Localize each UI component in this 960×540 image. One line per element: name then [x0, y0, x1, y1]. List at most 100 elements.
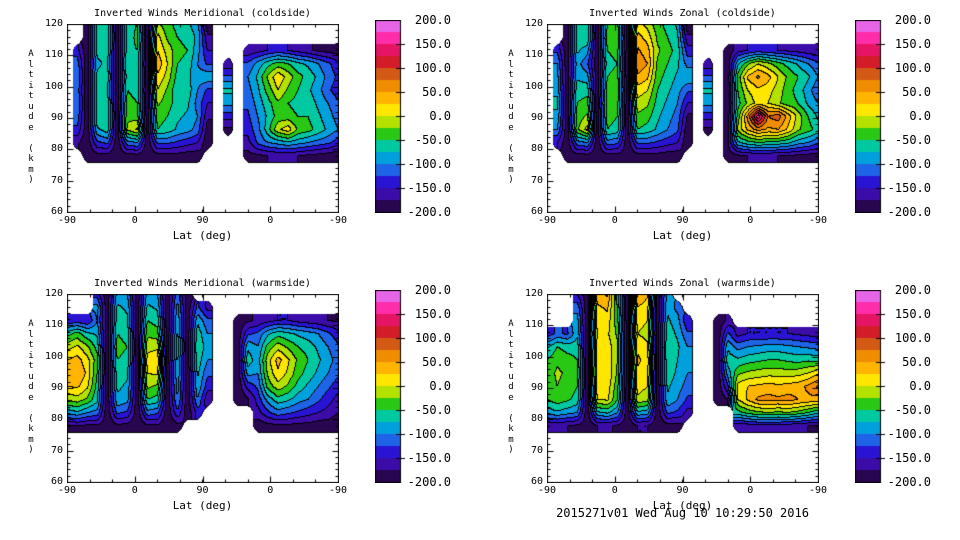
y-tick-label: 100	[524, 80, 543, 92]
colorbar-tick-label: 50.0	[902, 85, 931, 99]
y-axis-label-char: d	[508, 382, 514, 392]
y-axis-label-char: l	[508, 329, 514, 340]
y-tick-label: 80	[50, 143, 63, 155]
colorbar-tick-label: -50.0	[894, 133, 931, 147]
x-tick-label: 0	[131, 485, 138, 496]
y-axis-label-char	[25, 133, 37, 144]
y-tick-label: 120	[524, 18, 543, 29]
y-tick-label: 60	[50, 206, 63, 217]
colorbar-tick-label: -200.0	[887, 475, 931, 489]
colorbar-tick-label: -150.0	[887, 451, 931, 465]
y-axis-label-char: (	[28, 413, 34, 424]
x-tick-label: 90	[676, 485, 689, 496]
y-axis-label-char: i	[28, 80, 34, 91]
y-tick-label: 90	[530, 382, 543, 393]
colorbar-tick-label: -50.0	[414, 403, 451, 417]
colorbar-tick-label: 200.0	[414, 283, 451, 297]
colorbar-tick-label: 150.0	[414, 37, 451, 51]
colorbar-tick-label: -100.0	[407, 427, 451, 441]
y-axis-label-char: m	[508, 164, 514, 175]
y-axis-label-char	[505, 403, 517, 414]
y-axis-label-char: (	[508, 143, 514, 154]
y-axis-label-char: )	[28, 175, 34, 185]
y-tick-label: 100	[44, 350, 63, 362]
panel-title: Inverted Winds Zonal (warmside)	[589, 278, 776, 289]
x-tick-label: -90	[57, 215, 77, 226]
colorbar-tick-label: -100.0	[887, 427, 931, 441]
y-axis-label-char: i	[28, 350, 34, 361]
colorbar-tick-label: 100.0	[414, 331, 451, 345]
y-axis-label-char: d	[508, 112, 514, 122]
x-tick-label: 0	[747, 485, 754, 496]
y-axis-label-char: A	[28, 49, 34, 59]
y-axis-label-char: e	[508, 392, 514, 403]
y-tick-label: 70	[530, 174, 543, 186]
y-axis-label-char: A	[508, 49, 514, 59]
colorbar-tick-label: 150.0	[414, 307, 451, 321]
y-axis-label-char: e	[508, 122, 514, 133]
x-tick-label: 0	[611, 215, 618, 226]
y-axis-label-char: u	[28, 371, 34, 382]
colorbar-tick-label: 100.0	[894, 61, 931, 75]
x-tick-label: 90	[676, 215, 689, 226]
contour-plot-canvas	[67, 294, 339, 483]
x-tick-label: -90	[537, 215, 557, 226]
colorbar-tick-label: 50.0	[902, 355, 931, 369]
colorbar-tick-label: 100.0	[414, 61, 451, 75]
x-tick-label: 0	[267, 215, 274, 226]
colorbar-tick-label: -200.0	[887, 205, 931, 219]
panel-title: Inverted Winds Meridional (warmside)	[94, 278, 311, 289]
x-tick-label: -90	[808, 215, 828, 226]
y-axis-label-char: A	[28, 319, 34, 329]
y-axis-label-char: l	[28, 59, 34, 70]
y-axis-label-char: u	[508, 101, 514, 112]
y-tick-label: 110	[524, 49, 543, 61]
y-axis-label-char: t	[508, 340, 514, 350]
colorbar-tick-label: 0.0	[429, 379, 451, 393]
y-axis-label-char: t	[28, 340, 34, 350]
y-tick-label: 120	[44, 18, 63, 29]
colorbar-tick-label: 200.0	[894, 13, 931, 27]
colorbar-tick-label: 150.0	[894, 37, 931, 51]
y-tick-label: 70	[50, 174, 63, 186]
x-tick-label: 90	[196, 485, 209, 496]
x-tick-label: 90	[196, 215, 209, 226]
y-axis-label-char: e	[28, 392, 34, 403]
colorbar-tick-label: 50.0	[422, 355, 451, 369]
y-axis-label-char	[25, 403, 37, 414]
y-axis-label-char: u	[28, 101, 34, 112]
y-axis-label-char: e	[28, 122, 34, 133]
y-tick-label: 110	[44, 319, 63, 331]
y-tick-label: 70	[50, 444, 63, 456]
contour-plot-canvas	[547, 294, 819, 483]
contour-plot-canvas	[67, 24, 339, 213]
colorbar-canvas	[855, 20, 886, 213]
y-tick-label: 100	[524, 350, 543, 362]
y-axis-label-char: (	[508, 413, 514, 424]
y-tick-label: 70	[530, 444, 543, 456]
contour-plot-canvas	[547, 24, 819, 213]
x-tick-label: 0	[611, 485, 618, 496]
colorbar-tick-label: 100.0	[894, 331, 931, 345]
colorbar-tick-label: -50.0	[414, 133, 451, 147]
y-tick-label: 60	[530, 206, 543, 217]
y-tick-label: 60	[50, 476, 63, 487]
y-axis-label-char: d	[28, 382, 34, 392]
x-tick-label: -90	[57, 485, 77, 496]
x-tick-label: 0	[131, 215, 138, 226]
colorbar-tick-label: 200.0	[414, 13, 451, 27]
colorbar-canvas	[855, 290, 886, 483]
colorbar-tick-label: -100.0	[887, 157, 931, 171]
colorbar-tick-label: -100.0	[407, 157, 451, 171]
colorbar-canvas	[375, 290, 406, 483]
y-axis-label-char: k	[28, 424, 34, 434]
panel-title: Inverted Winds Zonal (coldside)	[589, 8, 776, 19]
panel-title: Inverted Winds Meridional (coldside)	[94, 8, 311, 19]
x-axis-label: Lat (deg)	[652, 229, 713, 242]
y-axis-label-char: )	[28, 445, 34, 455]
colorbar-tick-label: 0.0	[429, 109, 451, 123]
